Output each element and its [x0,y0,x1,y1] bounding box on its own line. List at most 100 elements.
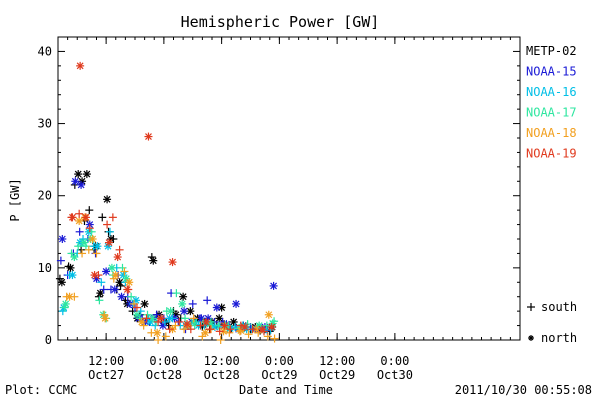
point-south-noaa-19 [103,220,112,229]
x-tick-label-date: Oct30 [377,368,413,382]
point-south-noaa-19 [206,325,215,334]
point-north-noaa-18 [65,292,74,301]
x-axis-label: Date and Time [239,383,333,397]
point-south-noaa-19 [75,209,84,218]
point-south-noaa-19 [175,317,184,326]
point-south-metp-02 [55,274,64,283]
point-south-noaa-18 [216,336,225,344]
point-north-noaa-19 [267,323,276,332]
x-tick-label-time: 0:00 [265,354,294,368]
point-north-noaa-16 [93,242,102,251]
point-south-noaa-15 [56,256,65,265]
legend-entry-noaa-19: NOAA-19 [526,147,577,161]
point-south-noaa-18 [225,328,234,337]
point-north-noaa-19 [105,238,114,247]
chart-title: Hemispheric Power [GW] [181,13,380,31]
axes: 01020304012:00Oct270:00Oct2812:00Oct280:… [38,36,521,382]
point-north-noaa-17 [178,299,187,308]
point-north-noaa-16 [165,314,174,323]
point-south-noaa-19 [165,325,174,334]
point-south-noaa-19 [248,325,257,334]
point-south-noaa-18 [109,274,118,283]
data-points [55,61,279,344]
point-north-noaa-18 [111,271,120,280]
point-north-noaa-19 [240,323,249,332]
point-north-noaa-18 [264,310,273,319]
point-north-noaa-15 [232,299,241,308]
y-tick-label: 40 [38,44,52,58]
point-north-metp-02 [179,292,188,301]
point-south-noaa-18 [154,336,163,344]
x-tick-label-time: 12:00 [88,354,124,368]
point-north-noaa-16 [68,271,77,280]
point-south-noaa-16 [160,317,169,326]
point-south-noaa-18 [78,249,87,258]
point-north-noaa-18 [101,314,110,323]
point-south-noaa-17 [74,242,83,251]
legend-north-marker [528,335,534,341]
point-north-noaa-18 [88,235,97,243]
point-south-noaa-17 [172,289,181,298]
legend-entry-noaa-15: NOAA-15 [526,65,577,79]
point-north-metp-02 [103,195,112,204]
legend-entry-noaa-17: NOAA-17 [526,106,577,120]
legend-entry-metp-02: METP-02 [526,44,577,58]
point-north-noaa-17 [132,310,141,319]
point-south-noaa-18 [120,267,129,276]
point-north-noaa-15 [117,292,126,301]
point-north-noaa-17 [70,253,79,262]
point-south-noaa-19 [186,325,195,334]
point-north-metp-02 [140,299,149,308]
point-north-metp-02 [66,263,75,272]
point-south-noaa-19 [142,314,151,323]
x-tick-label-time: 0:00 [149,354,178,368]
point-south-noaa-19 [215,327,224,336]
point-north-metp-02 [149,256,158,265]
point-south-metp-02 [98,213,107,222]
footer-left: Plot: CCMC [5,383,77,397]
y-tick-label: 0 [45,333,52,347]
point-north-noaa-19 [68,213,77,222]
point-south-noaa-19 [108,213,117,222]
point-south-noaa-15 [99,285,108,294]
point-north-noaa-19 [168,258,177,267]
y-tick-label: 20 [38,189,52,203]
point-north-noaa-18 [153,328,162,337]
point-north-noaa-19 [123,285,132,294]
y-axis-label: P [GW] [8,178,22,221]
point-north-noaa-18 [137,317,146,326]
x-tick-label-time: 0:00 [380,354,409,368]
point-north-noaa-17 [148,314,157,323]
legend-south-marker [527,303,535,311]
point-north-noaa-19 [182,320,191,329]
point-south-noaa-16 [136,307,145,316]
point-south-noaa-19 [132,303,141,312]
y-tick-label: 10 [38,261,52,275]
point-north-metp-02 [215,314,224,323]
point-north-metp-02 [96,289,105,298]
x-tick-label-date: Oct28 [146,368,182,382]
y-tick-label: 30 [38,117,52,131]
point-north-noaa-15 [158,321,167,330]
legend-entry-noaa-16: NOAA-16 [526,85,577,99]
point-north-noaa-18 [201,328,210,337]
point-south-noaa-18 [84,245,93,254]
point-north-noaa-15 [77,180,86,189]
point-south-noaa-18 [263,332,272,341]
point-north-noaa-18 [125,278,134,287]
point-north-metp-02 [82,170,91,179]
point-north-noaa-17 [61,299,70,308]
point-south-noaa-17 [127,292,136,301]
footer-right: 2011/10/30 00:55:08 [455,383,592,397]
point-south-noaa-18 [254,328,263,337]
x-tick-label-date: Oct27 [88,368,124,382]
legend: METP-02 NOAA-15 NOAA-16 NOAA-17 NOAA-18 NOAA-… [526,44,577,345]
point-north-noaa-18 [75,216,84,225]
point-north-noaa-19 [202,317,211,326]
point-south-noaa-19 [85,224,94,233]
point-north-noaa-19 [76,61,85,70]
legend-north-label: north [541,331,577,345]
point-north-noaa-15 [102,267,111,276]
